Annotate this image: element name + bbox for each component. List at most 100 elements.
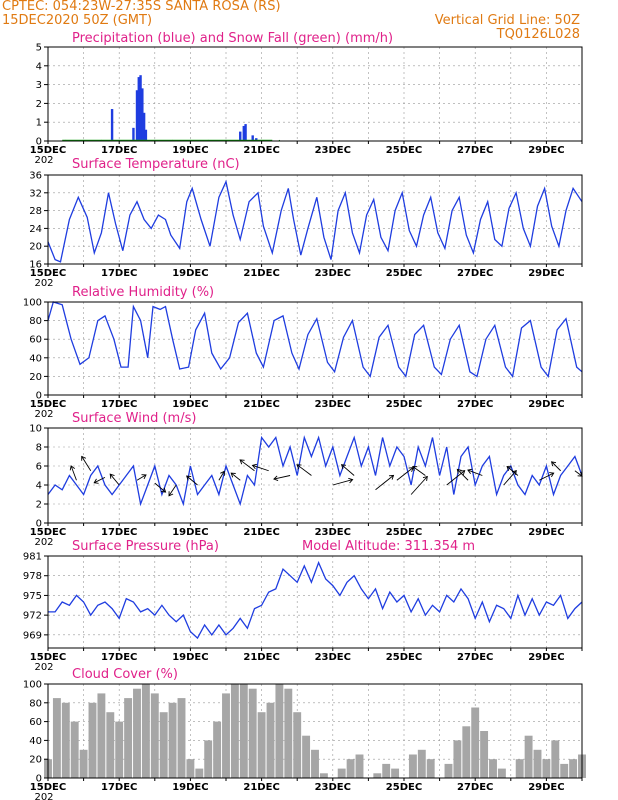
precip-bar <box>135 90 139 141</box>
panel-title-temp: Surface Temperature (nC) <box>72 157 240 172</box>
y-tick-label: 8 <box>36 443 42 454</box>
precip-bar <box>255 138 258 141</box>
x-tick-label: 19DEC <box>172 399 208 410</box>
wind-vector-head <box>93 478 99 484</box>
cloud-bar <box>524 735 533 778</box>
cloud-bar <box>417 749 426 778</box>
x-tick-label: 29DEC <box>528 399 564 410</box>
cloud-bar <box>204 740 213 778</box>
precip-bar <box>239 131 242 141</box>
precip-bar <box>132 127 135 141</box>
y-tick-label: 20 <box>29 372 42 383</box>
panel-cloud: 0 20 40 60 80 100 15DEC 17DEC 19DEC 21DEC 23DEC 25D… <box>23 667 586 800</box>
x-year-label: 202 <box>34 409 53 420</box>
y-tick-label: 16 <box>29 260 42 271</box>
wind-vector-head <box>69 465 75 471</box>
x-tick-label: 21DEC <box>243 268 279 279</box>
cloud-bar <box>515 759 524 778</box>
cloud-bar <box>159 712 168 778</box>
cloud-bar <box>551 740 560 778</box>
panel-subtitle-press: Model Altitude: 311.354 m <box>302 539 475 554</box>
wind-vector <box>503 470 517 486</box>
wind-vector <box>539 472 554 481</box>
wind-vector <box>70 465 77 481</box>
cloud-bar <box>186 759 195 778</box>
wind-vector <box>168 484 177 497</box>
wind-vector <box>456 469 469 481</box>
x-tick-label: 21DEC <box>243 399 279 410</box>
cloud-bar <box>195 768 204 778</box>
wind-vector <box>396 467 414 481</box>
y-tick-label: 60 <box>29 335 42 346</box>
cloud-bar <box>489 759 497 778</box>
wind-vector-head <box>81 455 86 461</box>
x-tick-label: 27DEC <box>457 268 493 279</box>
x-year-label: 202 <box>34 278 53 289</box>
cloud-bar <box>52 698 61 778</box>
x-tick-label: 23DEC <box>315 145 351 156</box>
cloud-bar <box>168 702 177 778</box>
x-tick-label: 25DEC <box>386 527 422 538</box>
cloud-bar <box>115 721 124 778</box>
x-tick-label: 19DEC <box>172 782 208 793</box>
x-tick-label: 27DEC <box>457 399 493 410</box>
cloud-bar <box>346 759 355 778</box>
series-line-press <box>48 560 583 640</box>
x-tick-label: 17DEC <box>101 399 137 410</box>
cloud-bar <box>497 768 506 778</box>
wind-vector-head <box>412 466 418 471</box>
y-tick-label: 40 <box>29 736 42 747</box>
x-tick-label: 19DEC <box>172 527 208 538</box>
y-tick-label: 20 <box>29 755 42 766</box>
y-tick-label: 100 <box>23 298 42 309</box>
wind-vector <box>446 470 466 486</box>
x-tick-label: 17DEC <box>101 652 137 663</box>
x-tick-label: 19DEC <box>172 652 208 663</box>
y-tick-label: 975 <box>23 591 42 602</box>
x-tick-label: 27DEC <box>457 145 493 156</box>
header-model-code: TQ0126L028 <box>496 27 580 42</box>
wind-vector <box>332 479 353 486</box>
cloud-bar <box>79 749 88 778</box>
cloud-bar <box>284 688 293 778</box>
panel-frame <box>47 555 583 649</box>
x-tick-label: 29DEC <box>528 652 564 663</box>
x-tick-label: 15DEC <box>30 145 66 156</box>
y-tick-label: 24 <box>29 224 42 235</box>
wind-vector-head <box>168 491 174 497</box>
y-tick-label: 1 <box>36 118 42 129</box>
precip-bar <box>139 75 142 141</box>
wind-vector <box>375 474 394 491</box>
series-line-wind <box>47 435 583 507</box>
x-tick-label: 27DEC <box>457 782 493 793</box>
x-tick-label: 15DEC <box>30 652 66 663</box>
precip-bar <box>244 124 247 141</box>
y-tick-label: 32 <box>29 188 42 199</box>
y-tick-label: 4 <box>36 61 42 72</box>
x-year-label: 202 <box>34 792 53 800</box>
y-tick-label: 969 <box>23 630 42 641</box>
x-year-label: 202 <box>34 155 53 166</box>
x-tick-label: 19DEC <box>172 268 208 279</box>
cloud-bar <box>533 749 542 778</box>
cloud-bar <box>408 754 417 778</box>
x-tick-label: 15DEC <box>30 527 66 538</box>
wind-vector <box>551 461 561 472</box>
x-tick-label: 21DEC <box>243 527 279 538</box>
panel-frame <box>47 301 583 396</box>
y-tick-label: 80 <box>29 698 42 709</box>
wind-vector-head <box>340 464 347 470</box>
panel-frame <box>47 174 583 265</box>
wind-vector-head <box>296 464 302 470</box>
precip-bar <box>251 135 254 141</box>
cloud-bar <box>248 688 257 778</box>
y-tick-label: 6 <box>36 462 42 473</box>
panel-title-rh: Relative Humidity (%) <box>72 285 214 300</box>
cloud-bar <box>462 726 471 778</box>
wind-vector <box>109 473 120 486</box>
cloud-bar <box>141 684 150 778</box>
x-year-label: 202 <box>34 537 53 548</box>
y-tick-label: 80 <box>29 316 42 327</box>
cloud-bar <box>177 698 186 778</box>
